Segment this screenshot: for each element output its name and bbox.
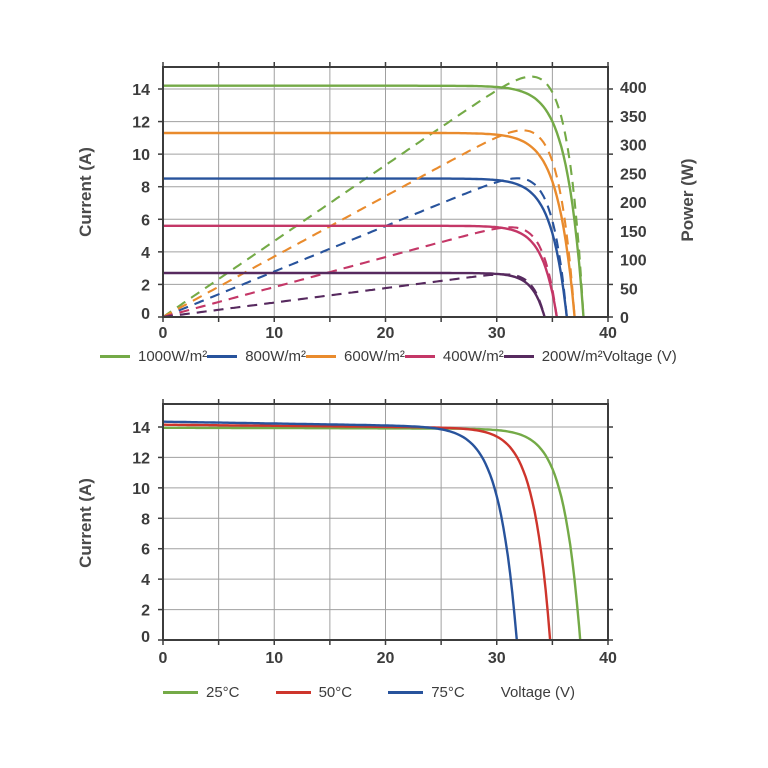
power-axis-title: Power (W) (678, 158, 697, 242)
legend-item-600Wm: 600W/m² (306, 348, 405, 365)
current-axis-title-bottom: Current (A) (76, 478, 95, 568)
svg-text:2: 2 (141, 277, 150, 294)
svg-text:50: 50 (620, 281, 638, 298)
svg-text:4: 4 (141, 245, 150, 262)
legend-swatch (163, 691, 198, 694)
svg-text:30: 30 (488, 650, 506, 667)
legend-item-800Wm: 800W/m² (207, 348, 306, 365)
svg-text:0: 0 (620, 310, 629, 327)
svg-text:40: 40 (599, 650, 617, 667)
legend-label: 600W/m² (344, 348, 405, 365)
legend-item-400Wm: 400W/m² (404, 348, 504, 365)
current-axis-title-top: Current (A) (76, 147, 95, 237)
legend-label: 200W/m² (541, 348, 603, 365)
legend-item-1000Wm: 1000W/m² (100, 348, 207, 365)
svg-text:2: 2 (141, 603, 150, 620)
legend-swatch (100, 355, 130, 358)
voltage-axis-title: Voltage (V) (602, 348, 677, 365)
svg-text:12: 12 (132, 115, 150, 132)
svg-text:30: 30 (488, 325, 506, 342)
svg-text:0: 0 (159, 650, 168, 667)
svg-text:350: 350 (620, 109, 647, 126)
svg-text:8: 8 (141, 180, 150, 197)
legend-label: 800W/m² (245, 348, 307, 365)
voltage-axis-title: Voltage (V) (500, 684, 575, 701)
legend-label: 25°C (206, 684, 240, 701)
legend-label: 1000W/m² (138, 348, 208, 365)
legend-swatch (388, 691, 424, 694)
svg-text:20: 20 (377, 325, 395, 342)
legend-item-50C: 50°C (275, 684, 353, 701)
svg-text:400: 400 (620, 80, 647, 97)
svg-text:12: 12 (132, 450, 150, 467)
svg-text:10: 10 (132, 147, 150, 164)
legend-item-200Wm: 200W/m² (503, 348, 603, 365)
svg-text:4: 4 (141, 572, 150, 589)
svg-text:14: 14 (132, 420, 150, 437)
legend-label: 400W/m² (442, 348, 504, 365)
legend-item-75C: 75°C (388, 684, 465, 701)
irradiance-legend: 1000W/m² 800W/m² 600W/m² 400W/m² 200W/m² Volt… (100, 348, 677, 365)
svg-text:300: 300 (620, 138, 647, 155)
svg-text:0: 0 (141, 629, 150, 646)
svg-text:0: 0 (141, 306, 150, 323)
temperature-legend: 25°C 50°C 75°C Voltage (V) (163, 684, 575, 701)
svg-text:14: 14 (132, 82, 150, 99)
svg-text:100: 100 (620, 253, 647, 270)
svg-text:10: 10 (132, 481, 150, 498)
svg-text:10: 10 (265, 650, 283, 667)
legend-swatch (404, 355, 435, 358)
svg-text:20: 20 (377, 650, 395, 667)
svg-text:200: 200 (620, 195, 647, 212)
svg-text:6: 6 (141, 212, 150, 229)
legend-swatch (306, 355, 337, 358)
svg-text:0: 0 (159, 325, 168, 342)
svg-text:8: 8 (141, 511, 150, 528)
svg-text:10: 10 (265, 325, 283, 342)
legend-item-25C: 25°C (163, 684, 240, 701)
legend-swatch (207, 355, 238, 358)
svg-text:250: 250 (620, 166, 647, 183)
legend-swatch (275, 691, 311, 694)
legend-label: 50°C (318, 684, 353, 701)
svg-text:6: 6 (141, 542, 150, 559)
legend-swatch (503, 355, 534, 358)
svg-text:150: 150 (620, 224, 647, 241)
svg-text:40: 40 (599, 325, 617, 342)
legend-label: 75°C (431, 684, 465, 701)
